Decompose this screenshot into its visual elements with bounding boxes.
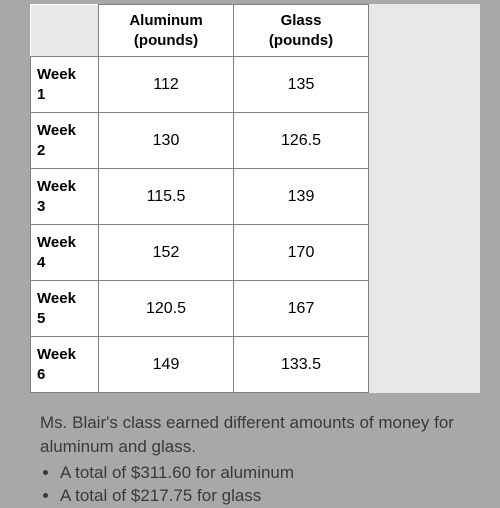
bullet-glass: A total of $217.75 for glass (60, 484, 470, 508)
description-text: Ms. Blair's class earned different amoun… (30, 411, 480, 508)
column-header-aluminum: Aluminum (pounds) (99, 5, 234, 57)
cell-glass: 135 (234, 57, 369, 113)
description-list: A total of $311.60 for aluminum A total … (40, 461, 470, 508)
cell-glass: 126.5 (234, 113, 369, 169)
row-header-week3: Week 3 (31, 169, 99, 225)
cell-glass: 133.5 (234, 337, 369, 393)
row-header-week2: Week 2 (31, 113, 99, 169)
table-row: Week 6 149 133.5 (31, 337, 369, 393)
table-row: Week 1 112 135 (31, 57, 369, 113)
description-intro: Ms. Blair's class earned different amoun… (40, 413, 454, 456)
col-unit: (pounds) (134, 32, 198, 49)
col-label: Glass (281, 12, 322, 29)
row-header-week4: Week 4 (31, 225, 99, 281)
cell-aluminum: 149 (99, 337, 234, 393)
table-header-row: Aluminum (pounds) Glass (pounds) (31, 5, 369, 57)
table-row: Week 5 120.5 167 (31, 281, 369, 337)
cell-aluminum: 130 (99, 113, 234, 169)
table-row: Week 3 115.5 139 (31, 169, 369, 225)
data-table-container: Aluminum (pounds) Glass (pounds) Week 1 … (30, 4, 480, 393)
col-label: Aluminum (129, 12, 202, 29)
cell-aluminum: 112 (99, 57, 234, 113)
col-unit: (pounds) (269, 32, 333, 49)
cell-glass: 170 (234, 225, 369, 281)
row-header-week5: Week 5 (31, 281, 99, 337)
table-row: Week 4 152 170 (31, 225, 369, 281)
bullet-aluminum: A total of $311.60 for aluminum (60, 461, 470, 485)
column-header-glass: Glass (pounds) (234, 5, 369, 57)
row-header-week1: Week 1 (31, 57, 99, 113)
row-header-week6: Week 6 (31, 337, 99, 393)
cell-aluminum: 152 (99, 225, 234, 281)
header-empty-cell (31, 5, 99, 57)
cell-glass: 139 (234, 169, 369, 225)
table-row: Week 2 130 126.5 (31, 113, 369, 169)
cell-glass: 167 (234, 281, 369, 337)
cell-aluminum: 120.5 (99, 281, 234, 337)
cell-aluminum: 115.5 (99, 169, 234, 225)
recycling-table: Aluminum (pounds) Glass (pounds) Week 1 … (30, 4, 369, 393)
